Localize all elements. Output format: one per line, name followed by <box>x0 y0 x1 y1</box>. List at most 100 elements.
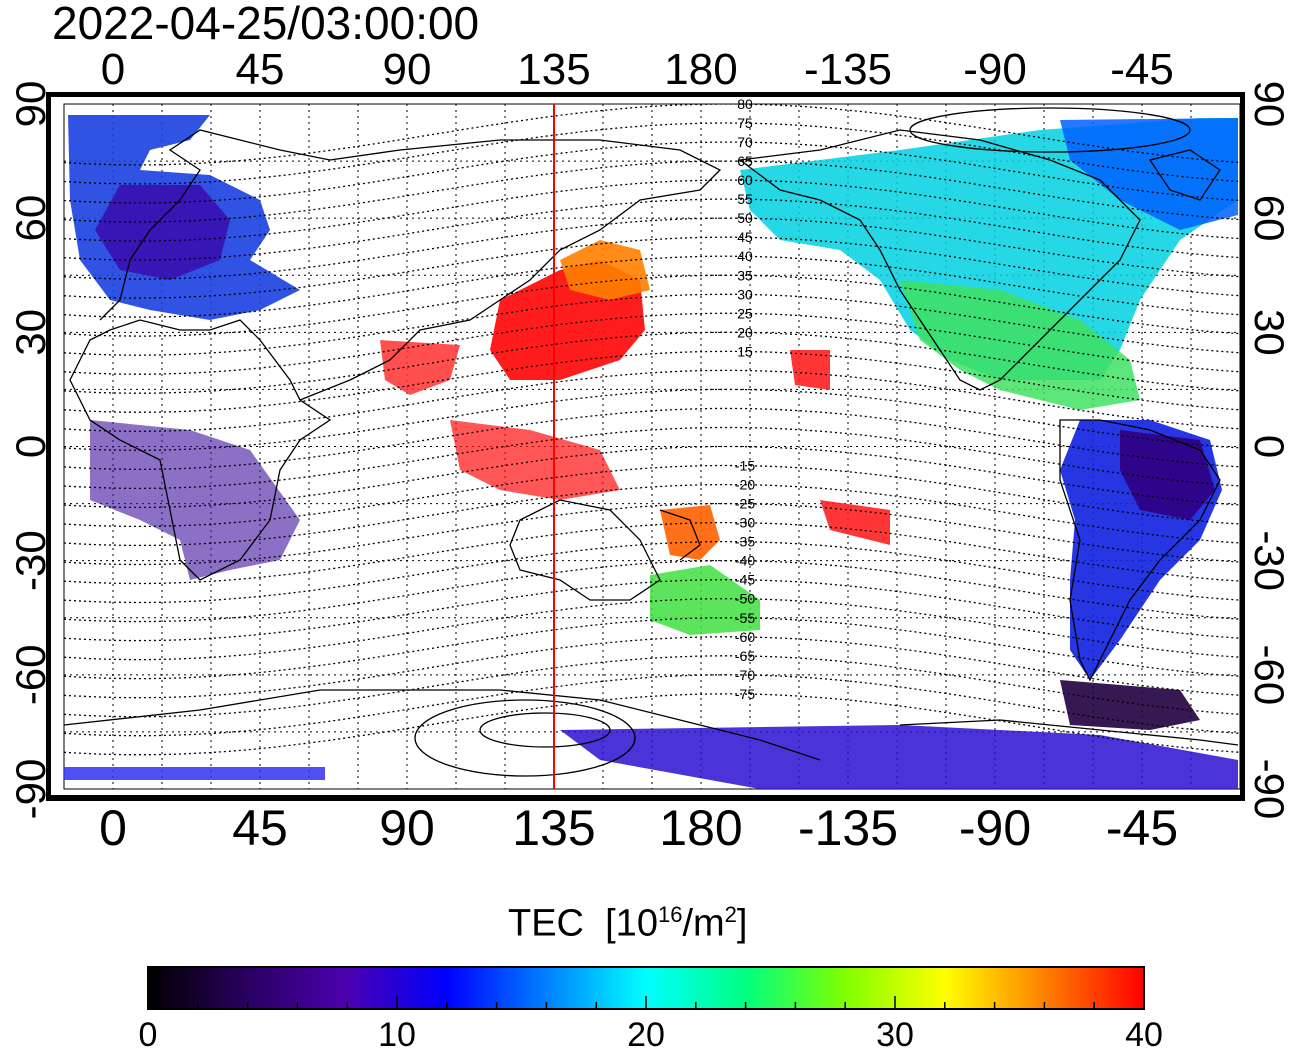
contour-label: 65 <box>737 153 753 169</box>
lat-tick-right: -30 <box>1246 530 1293 591</box>
lon-tick-bottom: -45 <box>1106 800 1178 856</box>
lon-tick-bottom: -90 <box>959 800 1031 856</box>
contour-line <box>64 236 1240 299</box>
contour-label: 35 <box>737 267 753 283</box>
contour-line <box>64 540 1240 604</box>
contour-line <box>64 369 1240 432</box>
colorbar-unit-exp2: 2 <box>724 902 737 927</box>
tec-region-europe-core <box>95 185 230 280</box>
contour-label: -60 <box>735 629 755 645</box>
colorbar-tick-label: 40 <box>1125 1016 1163 1054</box>
contour-label: 75 <box>737 115 753 131</box>
lat-tick-left: -60 <box>7 644 54 705</box>
contour-line <box>64 350 1240 413</box>
contour-line <box>64 502 1240 566</box>
colorbar-tick-label: 0 <box>138 1016 158 1054</box>
lat-tick-left: -90 <box>7 759 54 820</box>
contour-line <box>64 579 1240 642</box>
contour-line <box>64 407 1240 470</box>
contour-line <box>64 445 1240 509</box>
contour-line <box>64 560 1240 623</box>
tec-region-new-zealand <box>660 505 720 560</box>
tec-region-antarctic-west <box>64 767 325 780</box>
contour-line <box>64 598 1240 661</box>
tec-region-north-america-south <box>900 280 1140 410</box>
lon-tick-bottom: 180 <box>659 800 742 856</box>
contour-line <box>64 179 1240 242</box>
lat-tick-left: 60 <box>7 195 54 242</box>
lon-tick-bottom: 90 <box>379 800 435 856</box>
tec-region-nz-south <box>650 565 760 635</box>
colorbar-unit-exp1: 16 <box>657 902 683 927</box>
contour-line <box>64 483 1240 547</box>
lon-tick-top: 135 <box>517 45 590 94</box>
lon-tick-top: 45 <box>236 45 285 94</box>
lon-tick-bottom: 0 <box>99 800 127 856</box>
contour-label: 80 <box>737 96 753 112</box>
contour-label: -30 <box>735 515 755 531</box>
contour-label: 60 <box>737 172 753 188</box>
tec-region-antarctic-band <box>560 725 1238 789</box>
lat-tick-right: 60 <box>1246 195 1293 242</box>
contour-label: 30 <box>737 286 753 302</box>
axis-tick-labels: 0 45 90 135 180 -135 -90 -45 0 45 90 135 180 -135 -90 -… <box>7 45 1293 856</box>
contour-label: 40 <box>737 248 753 264</box>
colorbar-unit-open: [10 <box>605 902 658 945</box>
tec-region-india <box>380 340 460 395</box>
tec-region-brazil-core <box>1120 430 1215 520</box>
contour-label: -15 <box>735 458 755 474</box>
lat-tick-right: -90 <box>1246 759 1293 820</box>
contour-label: -50 <box>735 591 755 607</box>
tec-region-japan-north <box>560 240 650 300</box>
lon-tick-top: 0 <box>101 45 125 94</box>
lon-tick-top: -135 <box>804 45 892 94</box>
contour-line <box>64 464 1240 528</box>
lat-tick-right: 0 <box>1246 435 1293 458</box>
tec-region-tierra-del-fuego <box>1060 680 1200 730</box>
contour-line <box>64 274 1240 337</box>
contour-line <box>64 122 1240 185</box>
lon-tick-bottom: 135 <box>512 800 595 856</box>
contour-label: -35 <box>735 534 755 550</box>
contour-line <box>64 617 1240 680</box>
lon-tick-top: -45 <box>1110 45 1174 94</box>
lat-tick-left: 0 <box>7 435 54 458</box>
contour-line <box>64 331 1240 394</box>
contour-label: 20 <box>737 324 753 340</box>
lat-tick-left: 90 <box>7 81 54 128</box>
contour-line <box>64 426 1240 490</box>
contour-line <box>64 217 1240 280</box>
colorbar-unit-mid: /m <box>682 902 725 945</box>
contour-line <box>64 198 1240 261</box>
contour-line <box>64 293 1240 356</box>
timestamp-title: 2022-04-25/03:00:00 <box>52 0 480 49</box>
lon-tick-top: 90 <box>383 45 432 94</box>
lat-tick-right: -60 <box>1246 644 1293 705</box>
lat-tick-right: 90 <box>1246 81 1293 128</box>
lat-tick-right: 30 <box>1246 309 1293 356</box>
contour-labels: 80 75 70 65 60 55 50 45 40 35 30 25 20 15 -15 -20 -25 -30… <box>735 96 755 702</box>
tec-region-north-america-north <box>1060 118 1238 230</box>
tec-region-africa <box>90 420 300 580</box>
tec-region-pacific-patch-1 <box>790 350 830 390</box>
contour-label: -40 <box>735 553 755 569</box>
colorbar-title-main: TEC <box>508 902 584 945</box>
contour-line <box>64 693 1240 756</box>
contour-label: -25 <box>735 496 755 512</box>
tec-region-se-asia <box>450 420 620 500</box>
contour-label: -65 <box>735 648 755 664</box>
contour-line <box>64 141 1240 204</box>
tec-patches <box>64 115 1238 789</box>
contour-label: -55 <box>735 610 755 626</box>
contour-line <box>64 160 1240 223</box>
lon-tick-top: -90 <box>963 45 1027 94</box>
contour-label: -20 <box>735 477 755 493</box>
contour-line <box>64 521 1240 585</box>
colorbar-tick-label: 10 <box>378 1016 416 1054</box>
colorbar-tick-label: 30 <box>876 1016 914 1054</box>
magnetic-latitude-contours <box>64 104 1240 756</box>
contour-label: 55 <box>737 191 753 207</box>
contour-line <box>64 636 1240 699</box>
colorbar-ticks <box>147 996 1145 1009</box>
colorbar-tick-label: 20 <box>627 1016 665 1054</box>
